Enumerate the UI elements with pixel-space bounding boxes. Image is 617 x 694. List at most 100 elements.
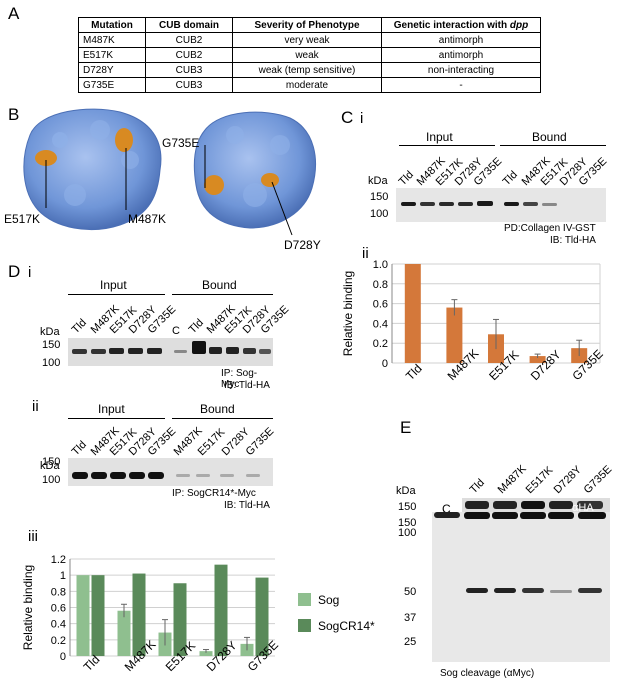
blot-dii-bound-bar — [172, 418, 273, 419]
blot-dii-caption1: IP: SogCR14*-Myc — [172, 488, 256, 499]
blot-e-marker-100: 100 — [398, 527, 417, 539]
blot-di-marker-150: 150 — [42, 339, 61, 351]
bar — [173, 583, 187, 656]
panel-sub-cii: ii — [362, 245, 369, 262]
lane-label: Tld — [70, 439, 89, 458]
blot-e-panel: kDa 150 150 100 50 37 25 C αHA Sog cleav… — [396, 440, 610, 690]
mutation-site-e517k — [35, 150, 57, 166]
y-tick-label: 0.6 — [373, 299, 388, 311]
blot-e-c-label: C — [442, 502, 451, 516]
lane-label: E517K — [524, 464, 556, 496]
label-d728y: D728Y — [284, 238, 321, 252]
mutation-site-d728y — [261, 173, 279, 187]
legend-label: SogCR14* — [318, 619, 375, 633]
table-header-italic: dpp — [509, 19, 529, 31]
bar — [446, 307, 463, 363]
blot-ci-panel: Input Bound kDa 150 100 PD:Collagen IV-G… — [368, 130, 606, 256]
blot-di-membrane — [68, 338, 273, 366]
lane-label: G735E — [582, 463, 615, 496]
blot-e-marker-50: 50 — [404, 586, 417, 598]
blot-e-marker-37: 37 — [404, 612, 417, 624]
blot-di-caption1: IP: Sog-Myc — [221, 368, 258, 390]
blot-ci-bound-label: Bound — [532, 130, 567, 144]
lane-label: G735E — [244, 425, 277, 458]
blot-e-marker-150a: 150 — [398, 501, 417, 513]
blot-ci-marker-100: 100 — [370, 208, 389, 220]
blot-ci-caption2: IB: Tld-HA — [550, 235, 596, 246]
y-tick-label: 0.2 — [373, 338, 388, 350]
blot-di-caption2: IB: Tld-HA — [224, 380, 270, 391]
panel-letter-a: A — [8, 4, 20, 23]
y-tick-label: 1.2 — [51, 554, 66, 566]
table-cell: - — [381, 77, 541, 93]
blot-ci-input-bar — [399, 145, 495, 146]
bar — [76, 575, 90, 656]
blot-di-marker-100: 100 — [42, 357, 61, 369]
blot-dii-bound-label: Bound — [200, 402, 235, 416]
blot-dii-marker-150: 150 — [42, 456, 61, 468]
blot-e-marker-25: 25 — [404, 636, 417, 648]
table-cell: CUB3 — [145, 77, 233, 93]
legend-swatch — [298, 593, 311, 606]
panel-sub-di: i — [28, 264, 32, 281]
bar — [117, 610, 131, 656]
y-tick-label: 1 — [60, 570, 66, 582]
panel-sub-diii: iii — [28, 528, 38, 545]
bar — [404, 264, 421, 363]
panel-letter-c: C — [341, 108, 354, 127]
y-tick-label: 0.8 — [51, 586, 66, 598]
mutation-site-m487k — [115, 128, 133, 152]
lane-label: M487K — [496, 463, 530, 497]
blot-di-kda: kDa — [40, 326, 60, 338]
y-axis-label: Relative binding — [341, 271, 355, 356]
y-tick-label: 0.8 — [373, 279, 388, 291]
blot-ci-input-label: Input — [426, 130, 453, 144]
panel-sub-ci: i — [360, 110, 364, 127]
blot-di-bound-label: Bound — [202, 278, 237, 292]
blot-di-bound-bar — [172, 294, 273, 295]
y-tick-label: 0.4 — [373, 318, 388, 330]
blot-di-input-label: Input — [100, 278, 127, 292]
blot-e-aha-membrane — [462, 498, 610, 512]
lane-label: Tld — [187, 317, 206, 336]
blot-dii-input-label: Input — [98, 402, 125, 416]
blot-dii-membrane — [68, 458, 273, 486]
blot-ci-marker-150: 150 — [370, 191, 389, 203]
lane-label: Tld — [468, 477, 487, 496]
y-tick-label: 0 — [60, 651, 66, 663]
label-e517k: E517K — [4, 212, 41, 226]
mutation-table: Mutation CUB domain Severity of Phenotyp… — [78, 17, 541, 93]
bar — [529, 356, 546, 363]
bar — [91, 575, 105, 656]
blot-e-aha-label: αHA — [572, 502, 594, 514]
legend-swatch — [298, 619, 311, 632]
lane-label: Tld — [397, 169, 416, 188]
blot-e-caption: Sog cleavage (αMyc) — [440, 668, 535, 679]
lane-label: Tld — [70, 317, 89, 336]
blot-e-marker-150b: 150 — [398, 517, 417, 529]
blot-e-kda: kDa — [396, 485, 416, 497]
bar — [214, 564, 228, 656]
x-tick-label: D728Y — [528, 347, 564, 383]
bar — [255, 577, 269, 656]
lane-label: Tld — [501, 169, 520, 188]
y-tick-label: 0.4 — [51, 619, 66, 631]
y-tick-label: 0.2 — [51, 635, 66, 647]
y-tick-label: 1.0 — [373, 259, 388, 271]
protein-structures — [23, 108, 317, 236]
lane-label: D728Y — [552, 463, 585, 496]
table-header-text: Genetic interaction with — [393, 19, 510, 31]
panel-letter-e: E — [400, 418, 412, 437]
blot-dii-input-bar — [68, 418, 165, 419]
legend-label: Sog — [318, 593, 339, 607]
bar — [199, 651, 213, 656]
blot-dii-marker-100: 100 — [42, 474, 61, 486]
blot-ci-kda: kDa — [368, 175, 388, 187]
blot-e-myc-membrane — [432, 512, 610, 662]
